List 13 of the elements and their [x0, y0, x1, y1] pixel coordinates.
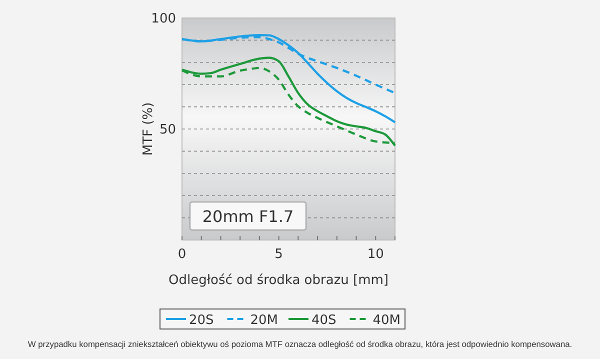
legend-label: 20S — [189, 313, 214, 328]
legend-label: 40M — [372, 313, 401, 328]
y-tick-label: 50 — [159, 122, 176, 138]
y-tick-label: 100 — [151, 12, 176, 27]
legend-label: 20M — [250, 313, 278, 328]
text: W przypadku kompensacji zniekształceń obiektywu oś pozioma MTF oznacza odległość od środka obrazu, która jest odpowiednio kompensowana. — [28, 339, 572, 349]
legend-label: 40S — [312, 313, 336, 328]
x-axis-title: Odległość od środka obrazu [mm] — [168, 273, 389, 288]
x-tick-label: 5 — [274, 247, 283, 262]
x-tick-label: 0 — [178, 247, 186, 262]
annotation: 20mm F1.7 — [202, 207, 294, 226]
x-tick-label: 10 — [367, 247, 384, 262]
y-axis-title: MTF (%) — [141, 102, 156, 156]
